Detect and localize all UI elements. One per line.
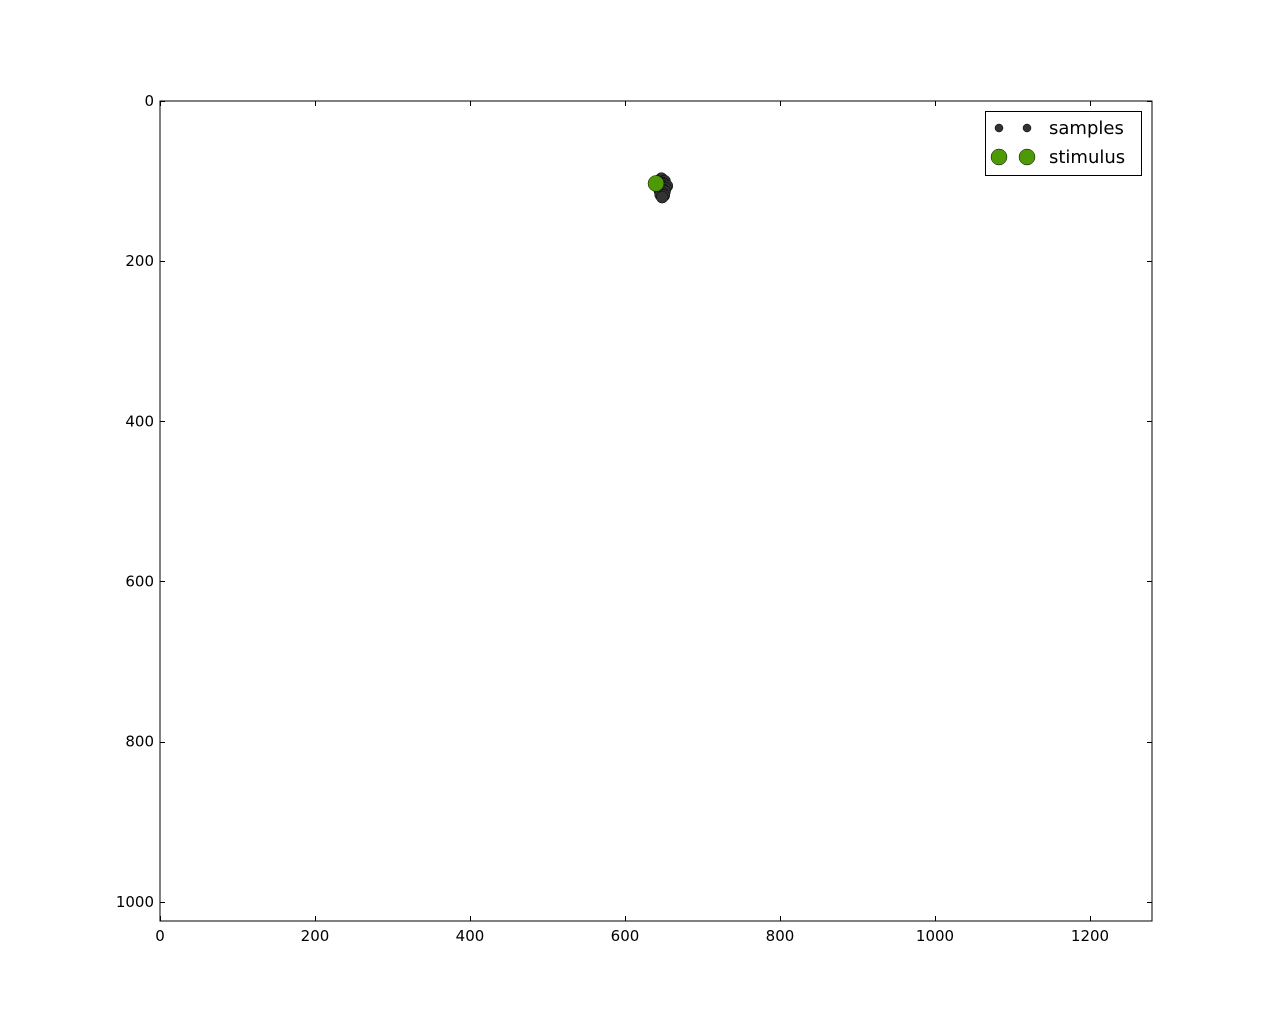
y-tick-label: 0 [144,92,154,110]
legend-samples-marker-2 [1022,123,1032,133]
x-tick-label: 0 [155,927,165,945]
y-tick-label: 600 [125,572,154,590]
series-stimulus [647,175,665,192]
legend-box [985,111,1142,176]
y-axis-tick-labels: 0 200 400 600 800 1000 [116,92,154,911]
legend: samples stimulus [985,111,1142,176]
legend-samples-marker-1 [994,123,1004,133]
plot-area: 0 200 400 600 800 1000 1200 0 200 400 600 800 1000 [116,92,1153,945]
y-tick-label: 200 [125,252,154,270]
stimulus-point [647,175,665,192]
legend-stimulus-marker-2 [1018,148,1036,166]
y-tick-label: 400 [125,412,154,430]
x-tick-label: 1000 [916,927,954,945]
legend-stimulus-label: stimulus [1049,147,1125,168]
samples-point [655,190,669,204]
x-tick-label: 200 [301,927,330,945]
axes-frame [159,100,1153,922]
x-tick-label: 1200 [1071,927,1109,945]
legend-samples-label: samples [1049,118,1124,139]
x-tick-label: 600 [611,927,640,945]
y-tick-label: 1000 [116,893,154,911]
y-tick-label: 800 [125,733,154,751]
x-axis-tick-labels: 0 200 400 600 800 1000 1200 [155,927,1109,945]
axis-ticks [160,101,1152,921]
legend-stimulus-marker-1 [990,148,1008,166]
x-tick-label: 400 [456,927,485,945]
x-tick-label: 800 [766,927,795,945]
